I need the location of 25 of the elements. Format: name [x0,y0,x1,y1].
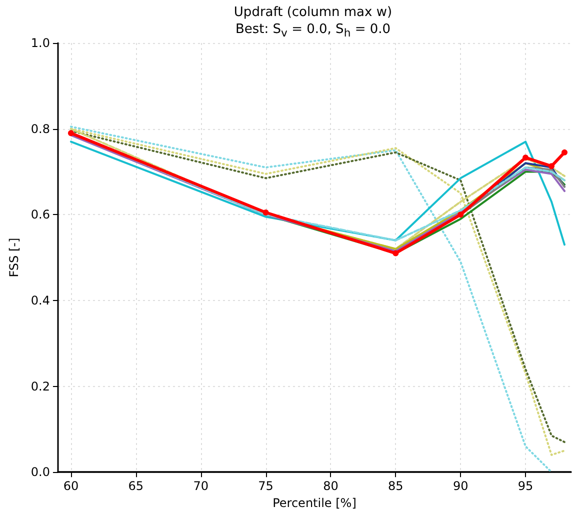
y-tick-label: 0.0 [30,465,50,480]
y-tick-label: 1.0 [30,36,50,50]
point [548,163,555,170]
x-tick-label: 90 [452,479,468,494]
point [262,209,269,216]
x-tick-label: 70 [193,479,208,494]
x-tick-label: 60 [63,479,79,494]
x-axis-title: Percentile [%] [272,496,356,510]
point [522,154,529,161]
y-tick-label: 0.6 [30,208,50,222]
point [458,212,464,218]
point [562,149,568,156]
x-tick-label: 85 [388,479,404,494]
x-tick-label: 65 [128,479,144,494]
y-axis-title: FSS [-] [7,238,21,278]
point [392,250,399,256]
point [68,130,74,136]
y-tick-label: 0.4 [30,293,50,308]
chart-title: Updraft (column max w) [232,4,394,21]
x-tick-label: 75 [258,479,274,494]
y-tick-label: 0.2 [30,379,50,394]
x-tick-label: 95 [518,479,534,494]
y-tick-label: 0.8 [30,122,50,136]
x-tick-label: 80 [323,479,338,494]
chart-subtitle: Best: S$_{v}$ = 0.0, S$_{h}$ = 0.0 [234,21,392,42]
